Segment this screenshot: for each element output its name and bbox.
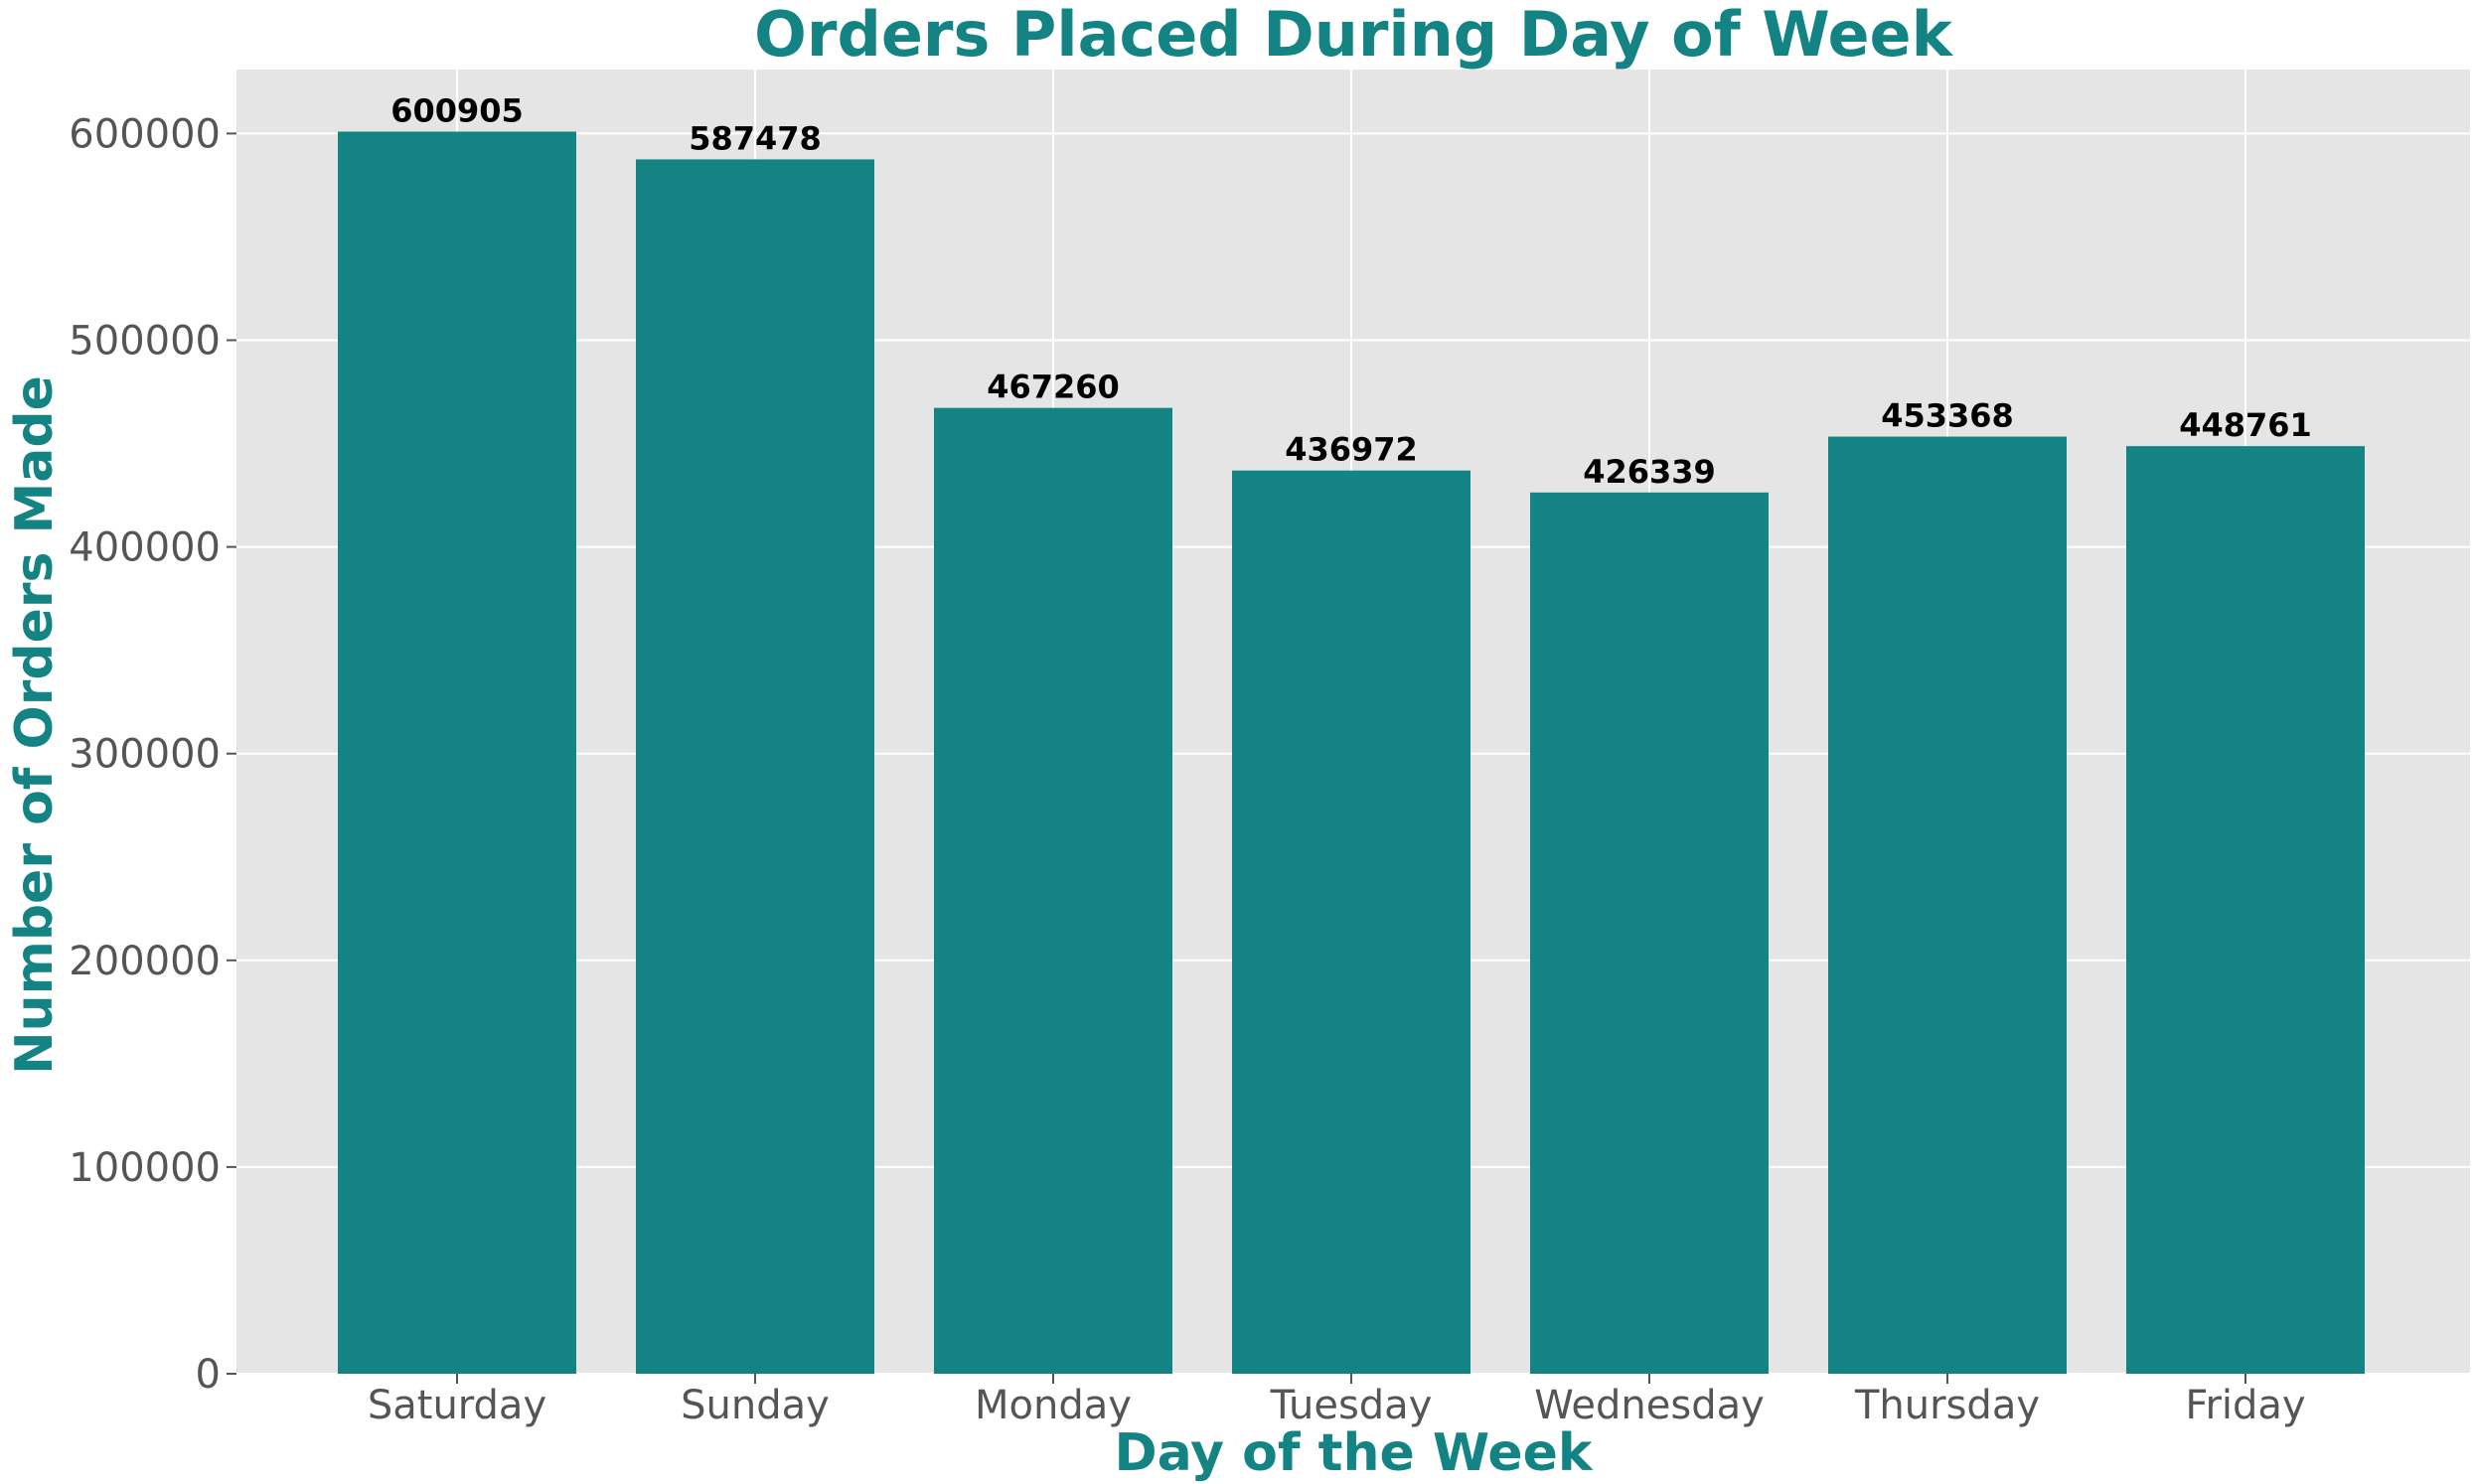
bar-wednesday — [1530, 492, 1769, 1375]
bar-monday — [934, 407, 1172, 1374]
x-tick-label: Tuesday — [1270, 1383, 1433, 1428]
data-labels: 600905 587478 467260 436972 426339 453368 4487… — [390, 92, 2312, 491]
x-axis-ticks: Saturday Sunday Monday Tuesday Wednesday Thur… — [368, 1374, 2306, 1428]
bar-sunday — [636, 159, 874, 1375]
x-tick-label: Monday — [975, 1383, 1132, 1428]
y-tick-label: 300000 — [69, 732, 221, 778]
data-label: 436972 — [1285, 431, 1418, 469]
y-tick-label: 100000 — [69, 1145, 221, 1191]
data-label: 587478 — [689, 119, 822, 157]
y-tick-label: 200000 — [69, 939, 221, 984]
bars — [338, 131, 2365, 1375]
data-label: 467260 — [987, 369, 1120, 406]
x-axis-label: Day of the Week — [1115, 1423, 1594, 1483]
y-tick-label: 0 — [196, 1352, 221, 1398]
y-tick-label: 500000 — [69, 319, 221, 365]
x-tick-label: Sunday — [681, 1383, 830, 1428]
data-label: 426339 — [1583, 453, 1716, 491]
data-label: 448761 — [2179, 406, 2312, 444]
bar-thursday — [1828, 436, 2067, 1375]
data-label: 453368 — [1881, 397, 2014, 435]
y-axis-ticks: 0 100000 200000 300000 400000 500000 600000 — [69, 111, 236, 1398]
y-tick-label: 600000 — [69, 111, 221, 157]
chart-title: Orders Placed During Day of Week — [754, 0, 1953, 71]
x-tick-label: Saturday — [368, 1383, 546, 1428]
data-label: 600905 — [390, 92, 524, 130]
x-tick-label: Thursday — [1854, 1383, 2040, 1428]
y-axis-label: Number of Orders Made — [5, 375, 65, 1075]
bar-tuesday — [1232, 470, 1470, 1374]
bar-saturday — [338, 131, 576, 1374]
y-tick-label: 400000 — [69, 525, 221, 571]
x-tick-label: Friday — [2185, 1383, 2305, 1428]
x-tick-label: Wednesday — [1534, 1383, 1765, 1428]
bar-friday — [2126, 446, 2365, 1374]
